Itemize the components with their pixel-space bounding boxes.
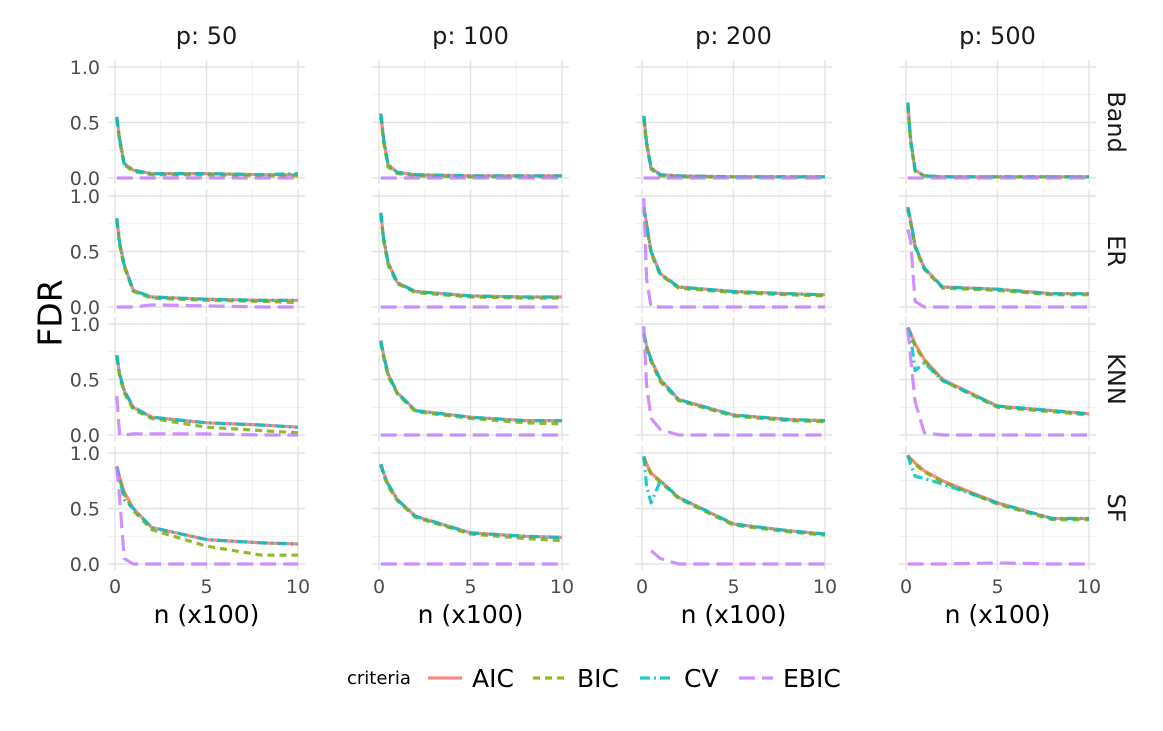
facet-label-er: ER xyxy=(1102,235,1130,267)
panel-sf-p-200 xyxy=(635,446,832,570)
legend-label-ebic: EBIC xyxy=(783,664,841,693)
legend-title: criteria xyxy=(347,668,411,689)
series-line-bic-er-p-100 xyxy=(379,214,562,300)
y-axis-title: FDR xyxy=(31,279,70,346)
y-tick-label: 1.0 xyxy=(70,314,100,336)
x-tick-label: 5 xyxy=(200,576,212,598)
series-line-bic-sf-p-500 xyxy=(906,455,1089,522)
series-line-cv-sf-p-200 xyxy=(642,456,826,536)
series-line-cv-knn-p-50 xyxy=(115,354,299,429)
y-tick-label: 0.5 xyxy=(70,370,100,392)
series-line-cv-sf-p-500 xyxy=(906,454,1089,521)
y-tick-label: 0.0 xyxy=(70,425,100,447)
series-line-cv-band-p-50 xyxy=(115,116,299,177)
panel-sf-p-100 xyxy=(372,446,569,570)
series-line-cv-knn-p-200 xyxy=(642,332,826,423)
y-tick-label: 1.0 xyxy=(70,186,100,208)
series-line-cv-sf-p-50 xyxy=(115,465,299,546)
legend-label-aic: AIC xyxy=(472,664,514,693)
panel-er-p-100 xyxy=(372,189,569,313)
x-axis-title: n (x100) xyxy=(154,600,260,629)
x-tick-label: 10 xyxy=(286,576,310,598)
x-tick-label: 0 xyxy=(373,576,385,598)
x-axis-title: n (x100) xyxy=(945,600,1051,629)
legend-item-cv: CV xyxy=(640,664,719,693)
series-line-cv-band-p-100 xyxy=(379,113,562,178)
legend-item-bic: BIC xyxy=(533,664,619,693)
panel-band-p-500 xyxy=(899,60,1096,184)
x-axis-title: n (x100) xyxy=(681,600,787,629)
x-tick-label: 0 xyxy=(636,576,648,598)
series-line-ebic-sf-p-500 xyxy=(907,561,1089,566)
y-tick-label: 0.5 xyxy=(70,242,100,264)
y-tick-label: 1.0 xyxy=(70,57,100,79)
panel-knn-p-50 xyxy=(108,317,305,441)
x-tick-label: 10 xyxy=(813,576,837,598)
facet-label-knn: KNN xyxy=(1102,353,1130,405)
x-tick-label: 5 xyxy=(464,576,476,598)
panel-knn-p-200 xyxy=(635,317,832,441)
series-line-ebic-knn-p-50 xyxy=(115,395,298,437)
panel-knn-p-100 xyxy=(372,317,569,441)
panel-knn-p-500 xyxy=(899,317,1096,441)
panel-band-p-100 xyxy=(372,60,569,184)
legend-label-cv: CV xyxy=(684,664,719,693)
series-line-ebic-er-p-500 xyxy=(906,228,1089,309)
panel-band-p-50 xyxy=(108,60,305,184)
facet-label-p-200: p: 200 xyxy=(695,22,772,50)
panel-sf-p-50 xyxy=(108,446,305,570)
facet-label-p-100: p: 100 xyxy=(432,22,509,50)
series-line-ebic-sf-p-200 xyxy=(650,549,825,566)
legend-item-ebic: EBIC xyxy=(739,664,841,693)
facet-label-p-500: p: 500 xyxy=(959,22,1036,50)
y-tick-label: 0.5 xyxy=(70,113,100,135)
legend-item-aic: AIC xyxy=(428,664,514,693)
x-tick-label: 0 xyxy=(109,576,121,598)
series-line-cv-er-p-200 xyxy=(642,206,826,297)
series-line-ebic-sf-p-50 xyxy=(115,466,298,566)
x-tick-label: 10 xyxy=(550,576,574,598)
x-tick-label: 0 xyxy=(900,576,912,598)
series-line-cv-knn-p-100 xyxy=(379,340,562,423)
panel-band-p-200 xyxy=(635,60,832,184)
series-line-ebic-er-p-50 xyxy=(116,303,298,309)
y-tick-label: 0.0 xyxy=(70,297,100,319)
facet-label-band: Band xyxy=(1102,91,1130,153)
series-line-cv-sf-p-100 xyxy=(379,463,563,539)
series-line-cv-band-p-500 xyxy=(906,102,1089,179)
y-tick-label: 0.5 xyxy=(70,499,100,521)
series-line-bic-er-p-500 xyxy=(906,208,1089,297)
panel-er-p-500 xyxy=(899,189,1096,313)
facet-label-sf: SF xyxy=(1102,493,1130,522)
panel-sf-p-500 xyxy=(899,446,1096,570)
x-tick-label: 5 xyxy=(727,576,739,598)
y-tick-label: 0.0 xyxy=(70,554,100,576)
x-tick-label: 10 xyxy=(1077,576,1101,598)
series-line-ebic-knn-p-500 xyxy=(906,328,1089,437)
series-line-cv-band-p-200 xyxy=(642,115,825,179)
legend-label-bic: BIC xyxy=(577,664,619,693)
series-line-cv-er-p-50 xyxy=(115,218,298,302)
x-tick-label: 5 xyxy=(991,576,1003,598)
facet-label-p-50: p: 50 xyxy=(176,22,238,50)
series-line-cv-knn-p-500 xyxy=(906,326,1090,416)
series-line-ebic-er-p-200 xyxy=(642,198,825,309)
x-axis-title: n (x100) xyxy=(418,600,524,629)
series-line-bic-sf-p-50 xyxy=(115,467,298,557)
y-tick-label: 1.0 xyxy=(70,443,100,465)
series-line-bic-sf-p-100 xyxy=(379,464,563,543)
y-tick-label: 0.0 xyxy=(70,168,100,190)
series-line-ebic-knn-p-200 xyxy=(642,326,825,437)
series-line-cv-er-p-100 xyxy=(379,212,562,299)
